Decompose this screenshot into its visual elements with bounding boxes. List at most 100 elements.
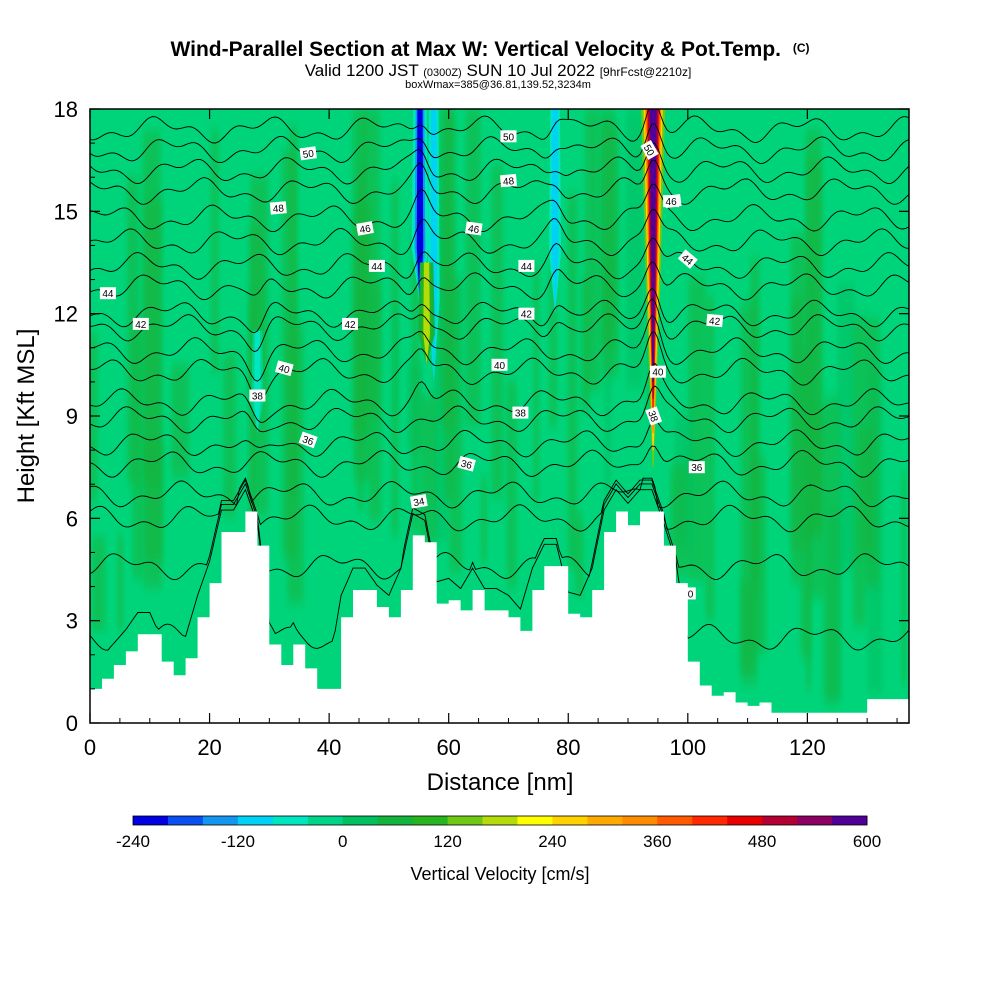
plot-area: 5050504848484646464444444442424242404040… <box>54 97 910 760</box>
velocity-streak <box>117 534 124 630</box>
contour-label: 46 <box>663 195 680 208</box>
isentrope-line <box>90 331 909 402</box>
isentrope-line <box>90 109 909 144</box>
contour-label-text: 36 <box>459 458 473 472</box>
y-tick-label: 9 <box>66 404 78 429</box>
contour-label-text: 42 <box>135 320 147 331</box>
contour-label-text: 36 <box>301 434 316 448</box>
svg-text:Valid 1200 JST (0300Z): Valid 1200 JST (0300Z) SUN 10 Jul 2022 [… <box>305 61 692 80</box>
contour-label-box <box>249 389 266 402</box>
contour-label-box <box>299 146 317 161</box>
velocity-streak <box>126 176 139 484</box>
contour-label: 50 <box>299 146 317 161</box>
contour-label: 42 <box>518 307 535 321</box>
contour-label-box <box>132 317 149 330</box>
contour-label: 38 <box>249 389 266 403</box>
contour-label-text: 36 <box>691 463 703 474</box>
colorbar-tick-label: 600 <box>853 832 881 851</box>
isentrope-line <box>90 123 909 164</box>
isentrope-line <box>90 488 909 651</box>
velocity-streak <box>287 323 304 604</box>
colorbar-tick-label: 0 <box>338 832 347 851</box>
contour-label: 48 <box>500 173 517 188</box>
updraft-band <box>649 109 657 382</box>
velocity-streak <box>790 234 809 551</box>
updraft-column <box>549 109 562 314</box>
contour-label-box <box>518 307 535 320</box>
contour-label-text: 38 <box>515 409 527 420</box>
colorbar-swatch <box>692 816 728 825</box>
isentrope-line <box>90 237 909 280</box>
x-tick-label: 40 <box>317 735 341 760</box>
isentrope-line <box>90 298 909 353</box>
colorbar-swatch <box>133 816 169 825</box>
velocity-streak <box>90 333 98 501</box>
contour-label-box <box>99 287 116 300</box>
contour-label-text: 42 <box>344 320 356 331</box>
isentrope-line <box>90 183 909 233</box>
contour-label: 38 <box>512 406 529 420</box>
contour-label-text: 48 <box>503 176 515 188</box>
contour-label-text: 42 <box>521 310 533 321</box>
colorbar-swatch <box>762 816 798 825</box>
colorbar-swatch <box>237 816 274 825</box>
subtitle-box-wmax: boxWmax=385@36.81,139.52,3234m <box>405 79 591 91</box>
colorbar-swatch <box>482 816 518 825</box>
colorbar-swatch <box>832 816 868 825</box>
contour-label: 44 <box>99 287 116 300</box>
contour-label-text: 50 <box>641 143 656 159</box>
velocity-streak <box>864 318 880 587</box>
contour-label: 40 <box>649 365 666 379</box>
terrain-mask <box>90 511 909 723</box>
contour-label-text: 50 <box>503 132 515 143</box>
contour-label-box <box>409 494 428 509</box>
contour-label-box <box>457 455 476 472</box>
contour-label-box <box>298 431 318 449</box>
updraft-column <box>418 262 435 365</box>
velocity-streak <box>393 308 399 418</box>
contour-label-text: 38 <box>252 392 264 403</box>
contour-label-text: 40 <box>652 368 664 379</box>
x-tick-label: 60 <box>436 735 460 760</box>
contour-label-box <box>645 406 663 426</box>
colorbar-swatch <box>202 816 239 825</box>
velocity-streak <box>705 295 715 621</box>
contour-label: 42 <box>132 317 149 331</box>
updraft-columns <box>251 109 666 468</box>
x-tick-label: 100 <box>669 735 706 760</box>
isentrope-line <box>90 419 909 458</box>
velocity-streak <box>491 165 504 497</box>
colorbar-tick-label: 360 <box>643 832 671 851</box>
chart-title: Wind-Parallel Section at Max W: Vertical… <box>170 38 809 61</box>
contour-label-box <box>500 130 517 143</box>
subtitle-utc: (0300Z) <box>423 67 462 79</box>
isentrope-line <box>90 445 909 478</box>
contour-label: 34 <box>409 494 428 509</box>
y-tick-label: 3 <box>66 609 78 634</box>
contour-label-box <box>663 195 680 208</box>
colorbar-swatch <box>797 816 833 825</box>
x-tick-label: 80 <box>556 735 580 760</box>
velocity-streak <box>740 580 755 671</box>
contour-label-box <box>512 406 529 419</box>
contour-label-text: 50 <box>302 149 315 162</box>
velocity-streak <box>443 109 454 501</box>
contour-label: 40 <box>491 358 508 372</box>
y-tick-label: 15 <box>54 199 78 224</box>
isentrope-contours <box>90 109 909 651</box>
contour-label-text: 46 <box>467 224 480 237</box>
contour-label-box <box>706 313 724 328</box>
velocity-streak <box>465 109 481 426</box>
colorbar-swatch <box>657 816 693 825</box>
contour-label-box <box>368 259 385 272</box>
contour-label-box <box>649 365 666 378</box>
x-tick-label: 0 <box>84 735 96 760</box>
isentrope-line <box>90 261 909 301</box>
contour-label-text: 48 <box>272 203 284 215</box>
colorbar-frame <box>132 815 868 826</box>
colorbar-swatch <box>447 816 484 825</box>
velocity-streak <box>823 398 840 702</box>
updraft-band <box>416 109 424 307</box>
isentrope-line <box>90 142 909 185</box>
updraft-column <box>411 109 429 307</box>
